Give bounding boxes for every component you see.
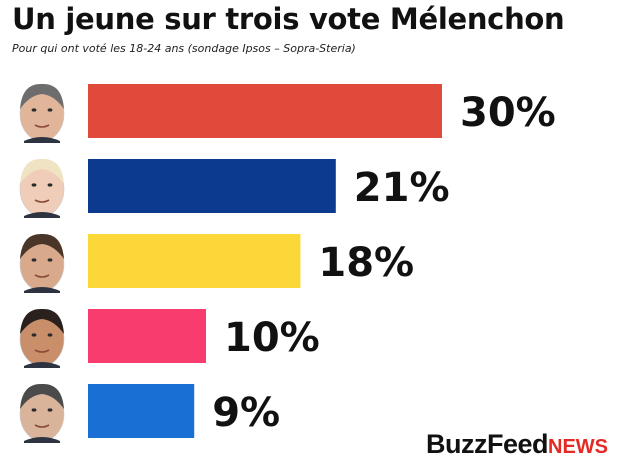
bar <box>88 84 442 138</box>
logo-buzzfeed-text: BuzzFeed <box>425 429 549 459</box>
chart-title: Un jeune sur trois vote Mélenchon <box>12 2 565 36</box>
candidate-portrait-icon <box>19 233 65 293</box>
buzzfeed-news-logo: BuzzFeedNEWS <box>426 429 608 460</box>
bar-value-label: 21% <box>354 165 450 211</box>
bar <box>88 159 336 213</box>
bar <box>88 234 301 288</box>
bar-value-label: 10% <box>224 315 320 361</box>
bar <box>88 309 206 363</box>
bar-value-label: 30% <box>460 90 556 136</box>
candidate-portrait-icon <box>19 308 65 368</box>
bar <box>88 384 195 438</box>
bar-value-label: 9% <box>212 390 280 436</box>
bar-value-label: 18% <box>318 240 414 286</box>
candidate-portrait-icon <box>19 83 65 143</box>
candidate-portrait-icon <box>19 158 65 218</box>
logo-news-text: NEWS <box>548 436 608 458</box>
chart-subtitle: Pour qui ont voté les 18-24 ans (sondage… <box>12 42 356 55</box>
candidate-portrait-icon <box>19 383 65 443</box>
